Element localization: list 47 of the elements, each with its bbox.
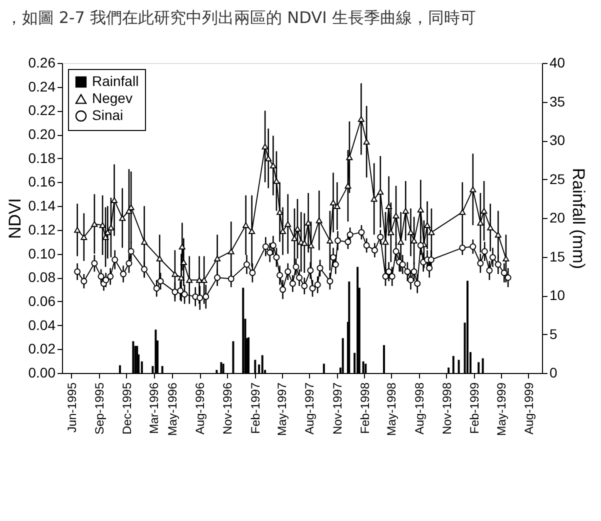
x-tick-label: May-1996 (165, 382, 180, 436)
y2-tick-label: 40 (550, 54, 566, 70)
legend-label: Negev (92, 90, 132, 106)
y2-axis-title: Rainfall (mm) (569, 168, 588, 270)
y-tick-label: 0.22 (28, 102, 56, 118)
y-tick-label: 0.00 (28, 364, 56, 380)
y-axis-title: NDVI (5, 198, 24, 239)
x-tick-label: Aug-1997 (302, 382, 317, 435)
y2-tick-label: 10 (550, 287, 566, 303)
x-tick-label: Sep-1995 (92, 382, 106, 435)
y2-tick-label: 20 (550, 210, 566, 226)
x-tick-label: May-1999 (494, 382, 508, 436)
x-tick-label: Aug-1999 (522, 382, 536, 435)
y-tick-label: 0.26 (28, 54, 56, 70)
y2-tick-label: 0 (550, 364, 558, 380)
x-tick-label: Jun-1995 (64, 382, 79, 433)
x-tick-label: Feb-1997 (248, 382, 262, 434)
x-tick-label: Feb-1998 (358, 382, 372, 434)
y2-tick-label: 15 (550, 248, 566, 264)
y-tick-label: 0.20 (28, 126, 56, 142)
x-tick-label: Nov-1996 (220, 382, 235, 435)
x-tick-label: Nov-1997 (330, 382, 344, 435)
y-tick-label: 0.24 (28, 78, 56, 94)
x-tick-label: Dec-1995 (120, 382, 134, 435)
y2-tick-label: 5 (550, 326, 558, 342)
x-tick-label: Aug-1996 (193, 382, 208, 435)
x-tick-label: Mar-1996 (147, 382, 162, 434)
text: ，如圖 2-7 我們在此研究中列出兩區的 NDVI 生長季曲線，同時可 (6, 8, 476, 27)
y-tick-label: 0.02 (28, 340, 56, 357)
y-tick-label: 0.16 (28, 174, 56, 190)
y2-tick-label: 35 (550, 93, 566, 110)
y-tick-label: 0.14 (28, 198, 56, 214)
y-tick-label: 0.06 (28, 292, 56, 309)
legend-label: Sinai (92, 107, 124, 123)
y-tick-label: 0.12 (28, 221, 56, 238)
y-tick-label: 0.04 (28, 316, 56, 333)
x-tick-label: Feb-1999 (468, 382, 482, 434)
x-tick-label: May-1997 (275, 382, 290, 436)
y-tick-label: 0.08 (28, 269, 56, 286)
legend-label: Rainfall (92, 73, 139, 89)
y2-tick-label: 25 (550, 170, 566, 187)
x-tick-label: Aug-1998 (412, 382, 426, 435)
y2-tick-label: 30 (550, 132, 566, 148)
y-tick-label: 0.10 (28, 245, 56, 262)
x-tick-label: May-1998 (384, 382, 399, 436)
y-tick-label: 0.18 (28, 150, 56, 166)
x-tick-label: Nov-1998 (440, 382, 454, 435)
